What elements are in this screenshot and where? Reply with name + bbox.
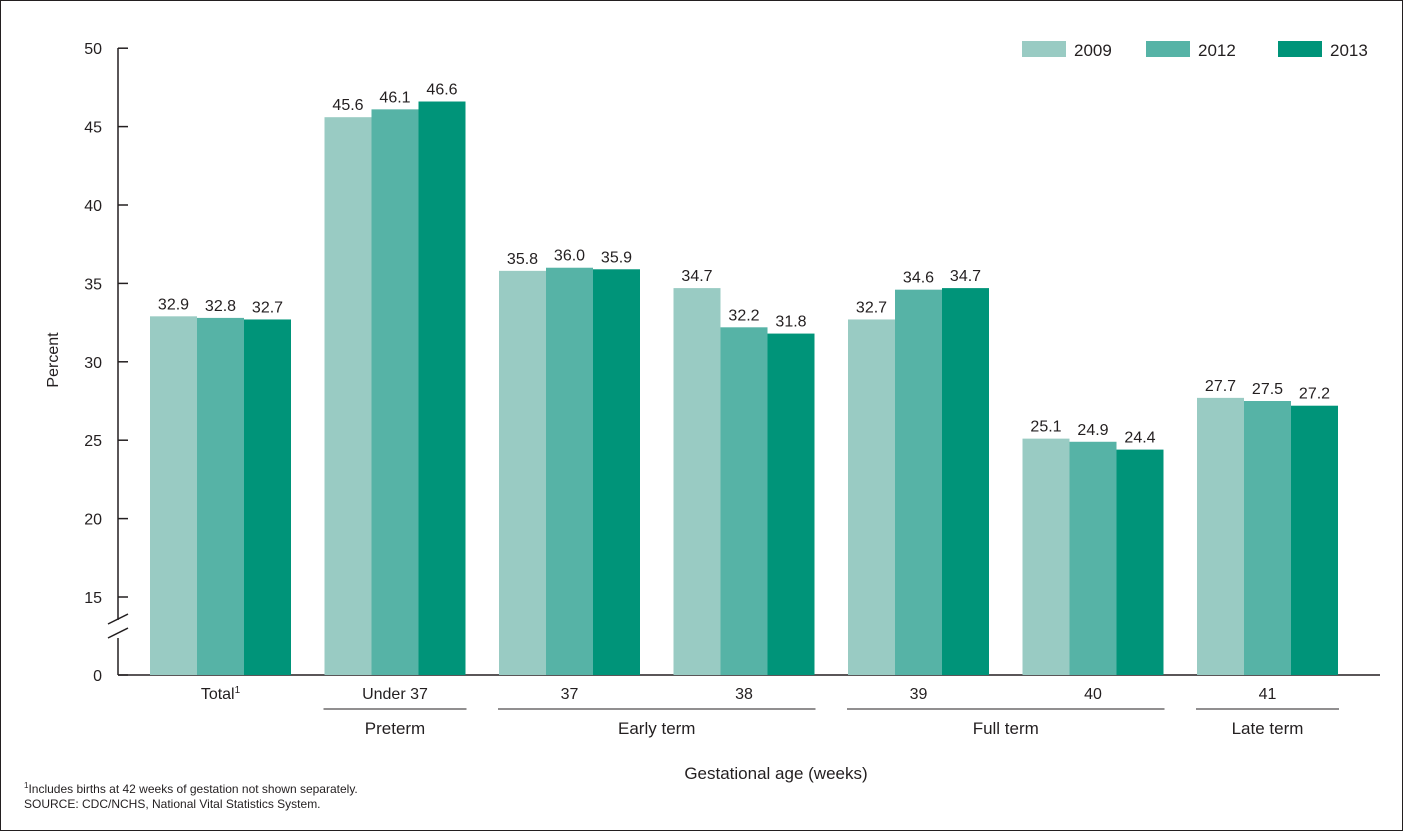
x-tick-label-text: 38 — [735, 686, 753, 703]
value-label: 27.7 — [1205, 378, 1236, 395]
group-label: Late term — [1232, 719, 1304, 738]
value-label: 25.1 — [1030, 419, 1061, 436]
bar — [371, 109, 419, 676]
source-note: SOURCE: CDC/NCHS, National Vital Statist… — [24, 797, 321, 811]
bar — [418, 101, 466, 675]
x-tick-label: 39 — [910, 686, 928, 703]
bar — [767, 333, 815, 675]
y-tick-label: 15 — [84, 590, 102, 607]
value-label: 32.9 — [158, 296, 189, 313]
x-tick-label-text: Under 37 — [362, 686, 428, 703]
bar — [324, 117, 372, 675]
bar — [1022, 438, 1070, 675]
legend-label: 2012 — [1198, 41, 1236, 60]
x-tick-label: Under 37 — [362, 686, 428, 703]
legend-swatch — [1278, 41, 1322, 57]
y-tick-label: 40 — [84, 198, 102, 215]
value-label: 31.8 — [775, 314, 806, 331]
x-tick-label: Total1 — [201, 685, 241, 703]
value-label: 24.9 — [1077, 422, 1108, 439]
footnote: 1Includes births at 42 weeks of gestatio… — [24, 781, 358, 796]
value-label: 24.4 — [1124, 430, 1155, 447]
legend-label: 2009 — [1074, 41, 1112, 60]
x-tick-label-text: 37 — [561, 686, 579, 703]
value-label: 34.6 — [903, 270, 934, 287]
footnote-text: Includes births at 42 weeks of gestation… — [28, 782, 358, 796]
x-axis-title: Gestational age (weeks) — [684, 764, 867, 783]
value-label: 45.6 — [332, 97, 363, 114]
legend-swatch — [1146, 41, 1190, 57]
y-tick-label: 50 — [84, 41, 102, 58]
bar — [1244, 401, 1291, 675]
y-tick-label: 20 — [84, 512, 102, 529]
legend-label: 2013 — [1330, 41, 1368, 60]
value-label: 32.8 — [205, 298, 236, 315]
legend-swatch — [1022, 41, 1066, 57]
value-label: 27.2 — [1299, 386, 1330, 403]
y-tick-label: 35 — [84, 276, 102, 293]
bar — [1069, 441, 1117, 675]
legend: 2009 2012 2013 — [1022, 41, 1368, 60]
bar — [546, 267, 593, 675]
value-label: 32.7 — [856, 299, 887, 316]
x-tick-label-text: 41 — [1259, 686, 1277, 703]
value-label: 32.2 — [728, 307, 759, 324]
y-tick-label: 25 — [84, 433, 102, 450]
bar — [720, 327, 768, 675]
bar — [1116, 449, 1164, 675]
y-tick-label: 45 — [84, 120, 102, 137]
x-tick-label-text: Total — [201, 686, 235, 703]
bar — [244, 319, 291, 675]
y-tick-label: 0 — [93, 668, 102, 685]
y-axis-title: Percent — [45, 332, 62, 388]
bar — [848, 319, 895, 675]
value-labels: 32.9 32.8 32.7 45.6 46.1 46.6 35.8 36.0 35.9 34.7… — [158, 82, 1330, 447]
bar — [499, 270, 546, 675]
bar — [197, 317, 244, 675]
x-tick-label-text: 40 — [1084, 686, 1102, 703]
value-label: 36.0 — [554, 248, 585, 265]
footnote-mark: 1 — [24, 781, 29, 790]
value-label: 35.9 — [601, 249, 632, 266]
bar — [593, 269, 640, 675]
value-label: 35.8 — [507, 251, 538, 268]
axis-break-mark — [107, 613, 129, 625]
x-tick-label: 40 — [1084, 686, 1102, 703]
x-tick-label: 37 — [561, 686, 579, 703]
group-label: Early term — [618, 719, 695, 738]
bar — [942, 288, 989, 675]
group-label: Full term — [973, 719, 1039, 738]
bar — [150, 316, 197, 675]
value-label: 34.7 — [681, 268, 712, 285]
x-tick-note-mark: 1 — [235, 685, 241, 696]
value-label: 46.1 — [379, 89, 410, 106]
value-label: 32.7 — [252, 299, 283, 316]
x-tick-label: 38 — [735, 686, 753, 703]
bar — [1197, 397, 1244, 675]
x-tick-label-text: 39 — [910, 686, 928, 703]
y-tick-label: 30 — [84, 355, 102, 372]
bar — [895, 289, 942, 675]
value-label: 34.7 — [950, 268, 981, 285]
axis-break-mark — [107, 627, 129, 639]
value-label: 27.5 — [1252, 381, 1283, 398]
value-label: 46.6 — [426, 82, 457, 99]
bars — [150, 101, 1338, 676]
x-tick-label: 41 — [1259, 686, 1277, 703]
bar — [1291, 405, 1338, 675]
bar — [673, 288, 721, 675]
group-label: Preterm — [365, 719, 425, 738]
